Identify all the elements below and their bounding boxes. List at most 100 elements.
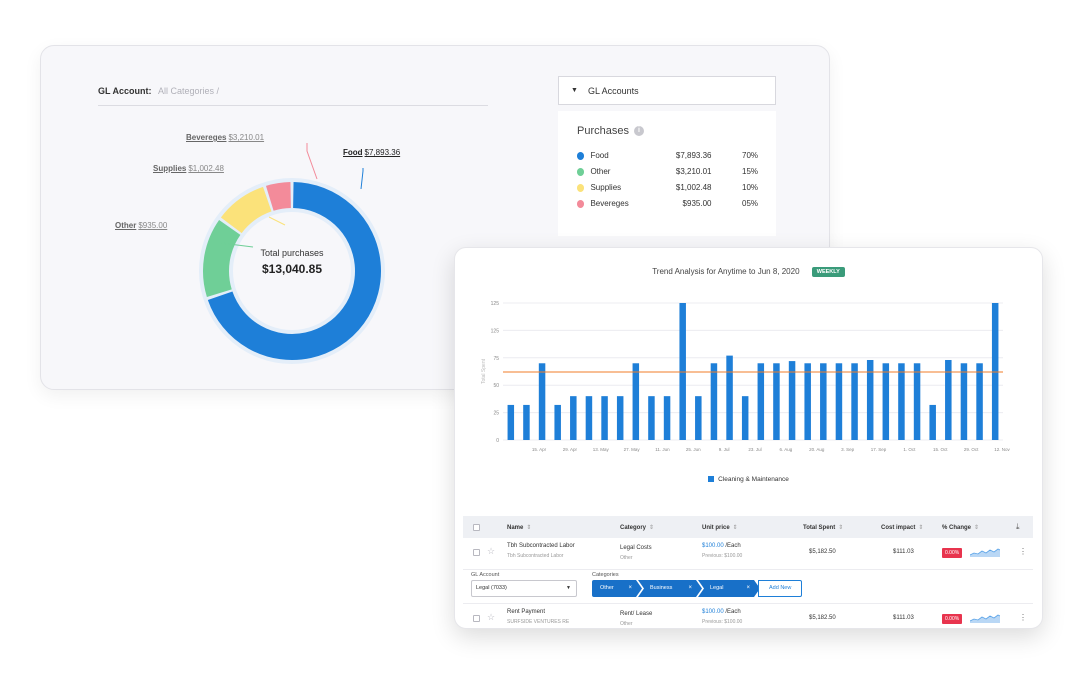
bar[interactable] [741,396,749,440]
gl-account-value[interactable]: All Categories / [158,86,220,96]
x-tick-label: 13. May [593,447,610,452]
callout-bevereges[interactable]: Bevereges $3,210.01 [186,133,265,142]
row-checkbox[interactable] [473,615,480,622]
bar[interactable] [991,303,999,440]
bar[interactable] [898,363,905,440]
star-icon[interactable]: ☆ [487,546,496,556]
caret-down-icon: ▼ [566,585,571,591]
chip-legal[interactable]: Legal × [698,580,760,597]
bar[interactable] [507,404,515,440]
chart-legend[interactable]: Cleaning & Maintenance [455,476,1042,483]
col-unit-price[interactable]: Unit price ⇕ [702,524,738,531]
row-details: GL Account Legal (7033) ▼ Categories Othe… [463,570,1033,604]
row-menu-icon[interactable]: ⋮ [1019,547,1027,556]
bar[interactable] [616,396,624,440]
x-tick-label: 23. Jul [748,447,761,452]
star-icon[interactable]: ☆ [487,612,496,622]
bar[interactable] [632,363,640,440]
previous-price: Previous: $100.00 [702,553,743,559]
bar[interactable] [976,363,983,440]
item-category: Legal Costs [620,545,652,551]
purchases-overview-card: GL Account: All Categories / Food $7,893.… [40,45,830,390]
bar[interactable] [570,396,577,440]
unit-price-link[interactable]: $100.00 [702,609,724,615]
select-all-checkbox[interactable] [473,523,480,531]
bar[interactable] [538,363,546,440]
col-total-spent[interactable]: Total Spent ⇕ [803,524,844,531]
gl-account-select[interactable]: Legal (7033) ▼ [471,580,577,597]
x-tick-label: 15. Oct [933,447,948,452]
sparkline-icon [970,548,1000,557]
donut-slice-bevereges[interactable] [265,182,292,211]
table-row[interactable]: ☆ Tbh Subcontracted Labor Tbh Subcontrac… [463,538,1033,570]
bar[interactable] [866,359,874,440]
bar[interactable] [523,404,530,440]
trend-bar-chart: 0 25 50 75 125 125 Total Spent 15. Apr 29. Apr 13… [481,301,1010,452]
callout-food[interactable]: Food $7,893.36 [343,148,401,157]
donut-slice-supplies[interactable] [220,186,272,234]
row-menu-icon[interactable]: ⋮ [1019,613,1027,622]
bar[interactable] [601,396,608,440]
bar[interactable] [913,363,921,440]
unit-price-link[interactable]: $100.00 [702,543,724,549]
bar[interactable] [726,355,733,440]
donut-slice-food[interactable] [207,182,381,360]
col-name[interactable]: Name ⇕ [507,524,532,531]
bar[interactable] [945,359,952,440]
donut-chart: Food $7,893.36 Other $935.00 Supplies $1,00… [111,131,451,376]
bar[interactable] [820,363,827,440]
close-icon: × [746,585,750,591]
purchase-amount: $1,002.48 [675,183,712,192]
weekly-badge[interactable]: WEEKLY [811,267,845,277]
x-tick-label: 20. Aug [809,447,825,452]
callout-other[interactable]: Other $935.00 [115,221,168,230]
gl-accounts-dropdown[interactable]: ▼ GL Accounts [558,76,776,105]
purchase-row-supplies[interactable]: Supplies $1,002.48 10% [577,183,758,192]
bar[interactable] [663,396,671,440]
bar[interactable] [960,363,968,440]
chip-other[interactable]: Other × [592,580,642,597]
download-icon[interactable]: ⤓ [1016,522,1020,531]
bar[interactable] [648,396,655,440]
item-sub: SURFSIDE VENTURES RE [507,619,570,625]
bar[interactable] [804,363,811,440]
purchase-row-other[interactable]: Other $3,210.01 15% [577,167,758,176]
x-tick-label: 6. Aug [780,447,793,452]
bar[interactable] [695,396,702,440]
bar[interactable] [835,363,843,440]
purchase-row-bevereges[interactable]: Bevereges $935.00 05% [577,199,758,208]
leader-line-bevereges [306,143,318,180]
col-cost-impact[interactable]: Cost impact ⇕ [881,524,924,531]
col-category[interactable]: Category ⇕ [620,524,655,531]
purchase-amount: $3,210.01 [675,167,712,176]
legend-dot [577,183,585,192]
purchase-amount: $935.00 [682,199,712,208]
callout-supplies[interactable]: Supplies $1,002.48 [153,164,224,173]
bar[interactable] [788,361,796,440]
x-tick-label: 29. Apr [563,447,578,452]
categories-label: Categories [592,572,619,578]
x-tick-label: 25. Jun [686,447,701,452]
bar[interactable] [773,363,780,440]
sort-icon: ⇕ [526,524,532,531]
item-name: Tbh Subcontracted Labor [507,543,575,549]
add-new-category-button[interactable]: Add New [758,580,803,597]
col-change[interactable]: % Change ⇕ [942,524,980,531]
bar[interactable] [679,303,686,440]
info-icon[interactable]: i [633,126,644,136]
row-checkbox[interactable] [473,549,480,556]
chip-business[interactable]: Business × [638,580,702,597]
bar[interactable] [585,396,593,440]
donut-slice-other[interactable] [203,219,241,298]
bar[interactable] [851,363,858,440]
gl-accounts-dropdown-label: GL Accounts [587,85,639,96]
bar[interactable] [554,404,561,440]
purchase-row-food[interactable]: Food $7,893.36 70% [577,151,758,160]
bar[interactable] [929,404,936,440]
bar[interactable] [882,363,890,440]
bar[interactable] [710,363,718,440]
legend-label: Cleaning & Maintenance [718,476,789,483]
bar[interactable] [757,363,765,440]
purchases-title: Purchases i [577,125,758,137]
table-row[interactable]: ☆ Rent Payment SURFSIDE VENTURES RE Rent… [463,604,1033,628]
